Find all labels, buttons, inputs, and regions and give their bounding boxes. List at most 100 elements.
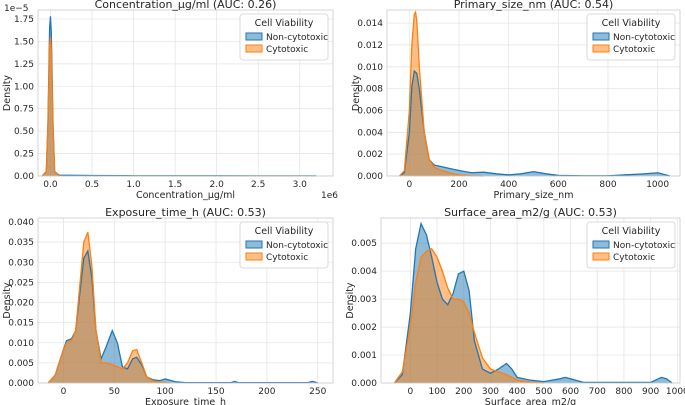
legend-swatch-non-cytotoxic (245, 240, 263, 249)
x-tick-label: 900 (642, 387, 659, 397)
y-axis-label: Density (2, 75, 13, 111)
x-tick-label: 800 (615, 387, 632, 397)
x-axis-label: Concentration_µg/ml (136, 190, 235, 201)
x-tick-label: 200 (455, 387, 472, 397)
legend: Cell Viability Non-cytotoxic Cytotoxic (239, 13, 329, 61)
density-line-cytotoxic (47, 231, 171, 384)
density-area-cytotoxic (48, 232, 171, 383)
x-tick-label: 250 (309, 387, 326, 397)
y-tick-label: 0.020 (8, 299, 34, 309)
legend-entry-label: Non-cytotoxic (613, 33, 675, 43)
chart-panel-4: 0 100 200 300 400 500 600 700 800 900 1000 0.000 0.0… (345, 206, 685, 405)
x-tick-label: 0 (407, 387, 413, 397)
legend-swatch-non-cytotoxic (592, 240, 610, 249)
x-tick-label: 500 (535, 387, 552, 397)
legend-entry-label: Cytotoxic (613, 253, 655, 263)
y-tick-label: 0.025 (8, 278, 34, 288)
x-tick-label: 300 (482, 387, 499, 397)
y-tick-label: 0.010 (357, 63, 383, 73)
y-tick-label: 0.002 (351, 323, 377, 333)
legend-swatch-cytotoxic (592, 44, 610, 53)
y-tick-label: 0.002 (357, 150, 383, 160)
density-line-non-cytotoxic (399, 69, 671, 177)
x-tick-label: 100 (157, 387, 174, 397)
y-axis-label: Density (351, 75, 362, 111)
x-tick-label: 0 (406, 180, 412, 190)
chart-panel-2: 0 200 400 600 800 1000 0.000 0.002 0.004 0.006 0.0… (351, 0, 681, 201)
plot-frame (37, 9, 334, 177)
y-tick-label: 1.50 (14, 37, 34, 47)
y-tick-label: 0.005 (8, 359, 34, 369)
x-tick-label: 700 (589, 387, 606, 397)
density-area-cytotoxic (394, 248, 544, 383)
legend-title: Cell Viability (602, 226, 661, 237)
y-tick-label: 0.040 (8, 218, 34, 228)
y-tick-label: 0.00 (14, 172, 34, 182)
legend-title: Cell Viability (255, 226, 314, 237)
y-tick-label: 0.50 (14, 127, 34, 137)
y-axis-label: Density (345, 282, 356, 318)
chart-title: Surface_area_m2/g (AUC: 0.53) (444, 206, 617, 219)
density-line-cytotoxic (41, 36, 60, 177)
legend-swatch-cytotoxic (245, 252, 263, 261)
x-tick-label: 200 (258, 387, 275, 397)
x-tick-label: 1000 (646, 180, 669, 190)
x-tick-label: 200 (450, 180, 467, 190)
plot-frame (37, 217, 334, 384)
y-tick-label: 0.003 (351, 295, 377, 305)
x-tick-label: 600 (550, 180, 567, 190)
x-tick-label: 0 (61, 387, 67, 397)
x-tick-label: 400 (500, 180, 517, 190)
y-tick-label: 1.25 (14, 60, 34, 70)
legend-title: Cell Viability (255, 18, 314, 29)
x-tick-label: 150 (207, 387, 224, 397)
x-tick-label: 600 (562, 387, 579, 397)
legend-entry-label: Cytotoxic (266, 45, 308, 55)
y-tick-label: 0.010 (8, 339, 34, 349)
y-tick-label: 1.00 (14, 82, 34, 92)
y-tick-label: 0.25 (14, 150, 34, 160)
y-tick-label: 0.006 (357, 106, 383, 116)
legend-entry-label: Cytotoxic (266, 253, 308, 263)
y-tick-label: 0.75 (14, 105, 34, 115)
legend: Cell Viability Non-cytotoxic Cytotoxic (586, 221, 676, 269)
density-line-non-cytotoxic (393, 221, 673, 384)
x-axis-label: Primary_size_nm (494, 190, 574, 201)
x-tick-label: 2.5 (251, 180, 265, 190)
density-area-non-cytotoxic (48, 251, 318, 383)
density-area-cytotoxic (42, 36, 59, 176)
y-tick-label: 1.75 (14, 15, 34, 25)
legend-swatch-cytotoxic (592, 252, 610, 261)
y-tick-label: 0.004 (357, 128, 383, 138)
x-axis-label: Exposure_time_h (145, 397, 226, 405)
y-tick-label: 0.000 (357, 172, 383, 182)
legend: Cell Viability Non-cytotoxic Cytotoxic (239, 221, 329, 269)
x-tick-label: 1.0 (126, 180, 141, 190)
plot-frame (380, 217, 681, 384)
y-tick-label: 0.012 (357, 41, 383, 51)
chart-title: Primary_size_nm (AUC: 0.54) (454, 0, 614, 11)
chart-title: Concentration_µg/ml (AUC: 0.26) (95, 0, 277, 11)
x-tick-label: 3.0 (293, 180, 308, 190)
legend-swatch-non-cytotoxic (245, 32, 263, 41)
legend-title: Cell Viability (602, 18, 661, 29)
density-area-cytotoxic (399, 12, 484, 177)
density-line-cytotoxic (398, 10, 484, 177)
density-area-non-cytotoxic (399, 71, 671, 176)
x-tick-label: 100 (428, 387, 445, 397)
y-axis-label: Density (2, 282, 13, 318)
y-tick-label: 0.035 (8, 238, 34, 248)
y-tick-label: 0.005 (351, 239, 377, 249)
y-tick-label: 0.030 (8, 258, 34, 268)
x-tick-label: 0.5 (85, 180, 99, 190)
y-tick-label: 0.008 (357, 85, 383, 95)
y-tick-label: 0.001 (351, 351, 377, 361)
plot-frame (386, 9, 681, 177)
y-scale-offset-label: 1e−5 (4, 4, 29, 14)
y-tick-label: 0.014 (357, 19, 383, 29)
x-tick-label: 1000 (666, 387, 685, 397)
x-scale-offset-label: 1e6 (321, 191, 338, 201)
y-tick-label: 0.004 (351, 267, 377, 277)
x-axis-label: Surface_area_m2/g (485, 397, 576, 405)
